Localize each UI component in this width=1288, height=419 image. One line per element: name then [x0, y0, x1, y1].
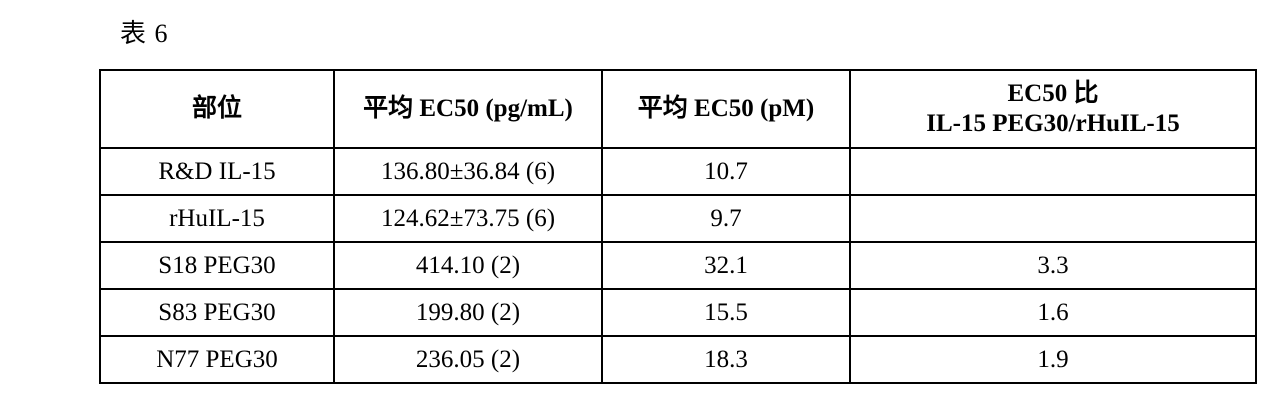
cell-ec50-ratio: 1.9 [849, 335, 1257, 384]
cell-ec50-ratio [849, 194, 1257, 243]
ec50-table: 部位 平均 EC50 (pg/mL) 平均 EC50 (pM) EC50 比 I… [99, 69, 1257, 384]
cell-avg-ec50-pm: 18.3 [601, 335, 851, 384]
cell-site: S83 PEG30 [99, 288, 335, 337]
cell-avg-ec50-pm: 10.7 [601, 147, 851, 196]
cell-ec50-ratio: 1.6 [849, 288, 1257, 337]
cell-site: N77 PEG30 [99, 335, 335, 384]
cell-avg-ec50-pm: 9.7 [601, 194, 851, 243]
header-ec50-ratio-line2: IL-15 PEG30/rHuIL-15 [926, 110, 1180, 137]
cell-avg-ec50-pgml: 136.80±36.84 (6) [333, 147, 603, 196]
table-header-row: 部位 平均 EC50 (pg/mL) 平均 EC50 (pM) EC50 比 I… [99, 69, 1257, 149]
cell-ec50-ratio [849, 147, 1257, 196]
cell-avg-ec50-pgml: 199.80 (2) [333, 288, 603, 337]
table-row: S83 PEG30 199.80 (2) 15.5 1.6 [99, 288, 1257, 337]
header-site: 部位 [99, 69, 335, 149]
cell-avg-ec50-pgml: 414.10 (2) [333, 241, 603, 290]
cell-site: R&D IL-15 [99, 147, 335, 196]
cell-avg-ec50-pgml: 236.05 (2) [333, 335, 603, 384]
header-ec50-ratio: EC50 比 IL-15 PEG30/rHuIL-15 [849, 69, 1257, 149]
cell-site: S18 PEG30 [99, 241, 335, 290]
header-ec50-ratio-line1: EC50 比 [1007, 80, 1099, 107]
header-avg-ec50-pgml: 平均 EC50 (pg/mL) [333, 69, 603, 149]
table-row: rHuIL-15 124.62±73.75 (6) 9.7 [99, 194, 1257, 243]
cell-avg-ec50-pm: 15.5 [601, 288, 851, 337]
cell-site: rHuIL-15 [99, 194, 335, 243]
table-row: S18 PEG30 414.10 (2) 32.1 3.3 [99, 241, 1257, 290]
header-avg-ec50-pm: 平均 EC50 (pM) [601, 69, 851, 149]
cell-avg-ec50-pm: 32.1 [601, 241, 851, 290]
cell-ec50-ratio: 3.3 [849, 241, 1257, 290]
table-row: N77 PEG30 236.05 (2) 18.3 1.9 [99, 335, 1257, 384]
table-row: R&D IL-15 136.80±36.84 (6) 10.7 [99, 147, 1257, 196]
cell-avg-ec50-pgml: 124.62±73.75 (6) [333, 194, 603, 243]
table-caption: 表 6 [120, 19, 169, 48]
